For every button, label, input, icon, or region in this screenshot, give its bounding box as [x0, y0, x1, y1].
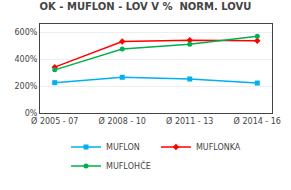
svg-text:Ø 2005 - 07: Ø 2005 - 07 — [31, 116, 78, 126]
svg-text:Ø 2014 - 16: Ø 2014 - 16 — [234, 116, 281, 126]
svg-text:MUFLON: MUFLON — [106, 143, 140, 152]
svg-text:MUFLONKA: MUFLONKA — [196, 143, 241, 152]
svg-text:MUFLОНČE: MUFLОНČE — [106, 160, 151, 171]
svg-text:600%: 600% — [15, 28, 38, 37]
svg-text:200%: 200% — [15, 82, 38, 91]
svg-text:0%: 0% — [25, 109, 38, 118]
svg-text:OK - MUFLON - LOV V % NORM. L: OK - MUFLON - LOV V % NORM. LOVU — [40, 1, 252, 12]
svg-text:Ø 2008 - 10: Ø 2008 - 10 — [99, 116, 146, 126]
svg-text:Ø 2011 - 13: Ø 2011 - 13 — [166, 116, 213, 126]
svg-text:400%: 400% — [15, 55, 38, 64]
